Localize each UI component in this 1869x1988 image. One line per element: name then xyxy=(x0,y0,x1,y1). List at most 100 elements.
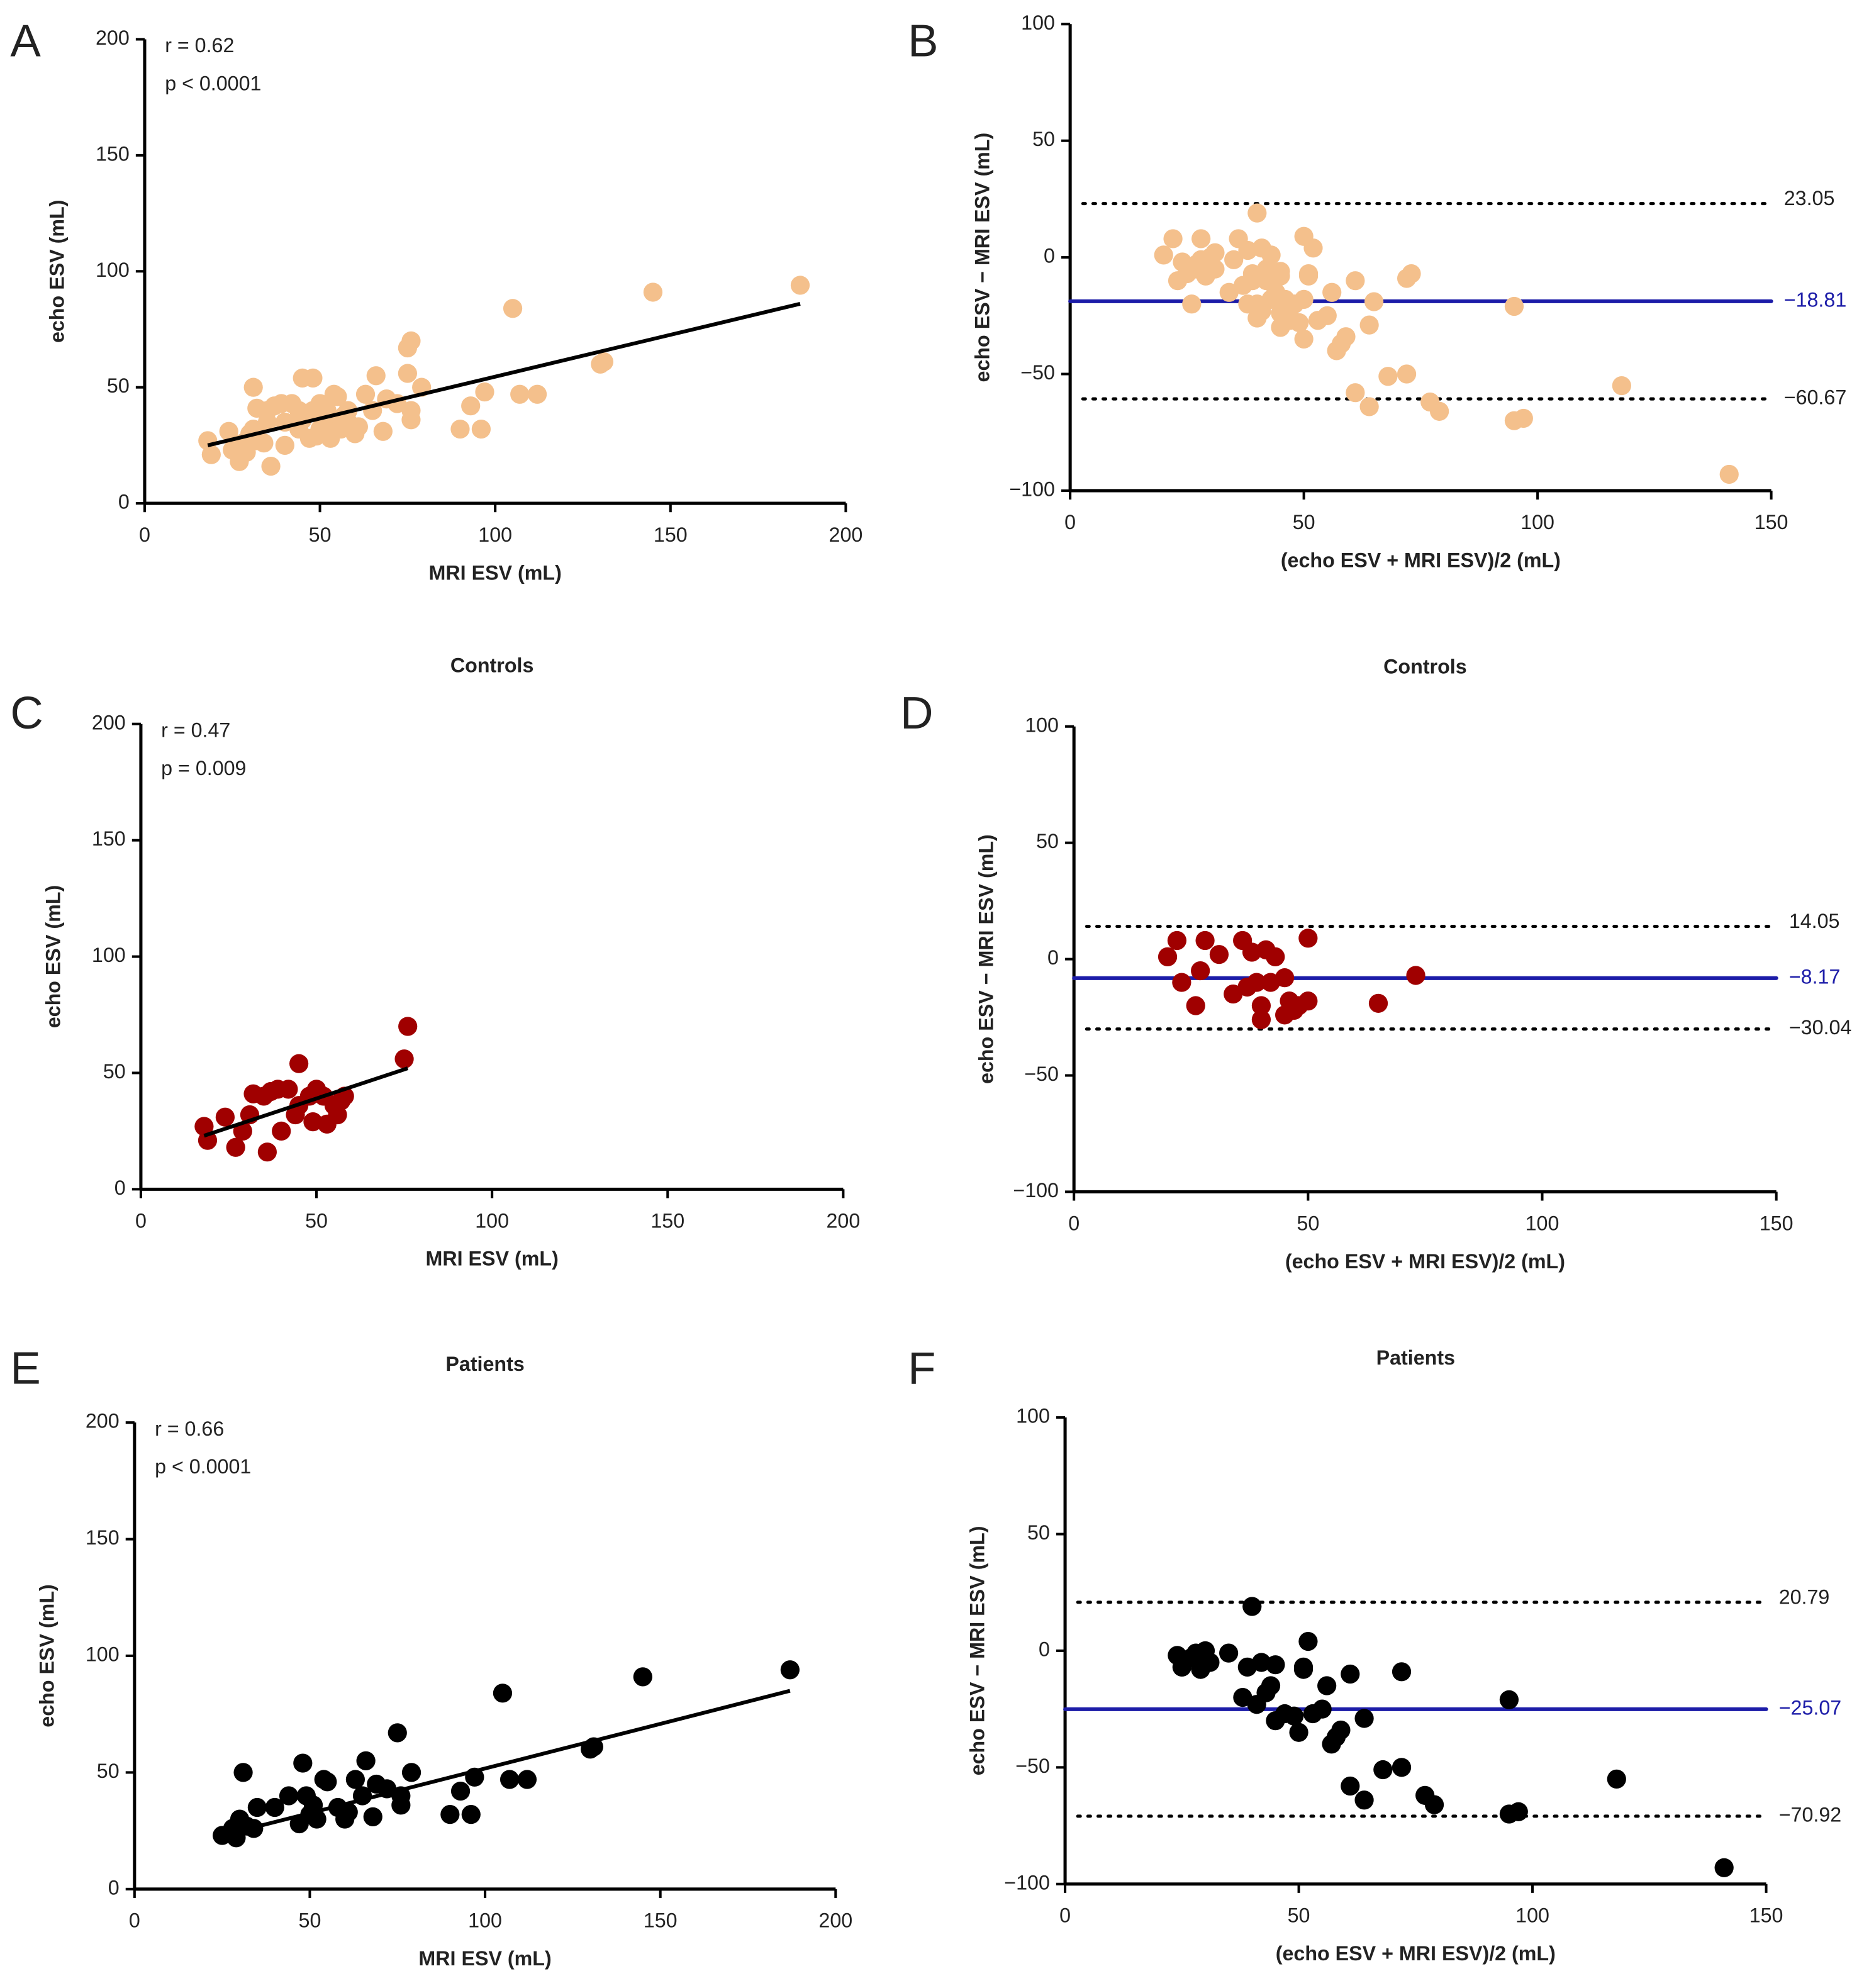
data-point xyxy=(461,396,481,416)
regression-line xyxy=(207,301,801,447)
data-point xyxy=(780,1660,800,1680)
y-axis-label: echo ESV (mL) xyxy=(35,1584,58,1727)
data-point xyxy=(1238,240,1258,260)
data-point xyxy=(440,1805,460,1824)
data-point xyxy=(1298,929,1318,948)
data-point xyxy=(1354,1709,1374,1728)
data-point xyxy=(318,1772,337,1792)
data-point xyxy=(394,1049,414,1069)
data-point xyxy=(198,1131,218,1150)
y-tick-label: 0 xyxy=(1039,1638,1050,1660)
y-tick-label: −50 xyxy=(1020,361,1055,384)
data-point xyxy=(388,1723,407,1743)
data-point xyxy=(265,1797,284,1818)
data-point xyxy=(503,299,523,318)
data-point xyxy=(461,1805,481,1824)
data-point xyxy=(398,1017,418,1036)
data-point xyxy=(1242,1597,1262,1616)
x-axis-label: MRI ESV (mL) xyxy=(418,1947,551,1970)
y-tick-label: 0 xyxy=(118,491,130,513)
x-tick-label: 0 xyxy=(1064,511,1076,533)
data-point xyxy=(1242,942,1262,962)
data-point xyxy=(366,366,386,386)
data-point xyxy=(1317,306,1337,325)
data-point xyxy=(243,377,263,397)
data-point xyxy=(1294,289,1314,309)
data-point xyxy=(1251,1010,1271,1029)
data-point xyxy=(1294,329,1314,349)
data-point xyxy=(1368,993,1388,1013)
annotation: r = 0.62 xyxy=(165,34,234,57)
data-point xyxy=(391,1795,411,1815)
data-point xyxy=(1200,1653,1220,1672)
y-axis-label: echo ESV − MRI ESV (mL) xyxy=(966,1526,989,1776)
data-point xyxy=(355,384,376,404)
data-point xyxy=(450,419,470,439)
data-point xyxy=(1191,961,1210,981)
x-tick-label: 50 xyxy=(1297,1212,1319,1234)
x-tick-label: 50 xyxy=(1288,1904,1310,1927)
data-point xyxy=(1392,1758,1412,1777)
data-point xyxy=(1303,238,1323,258)
data-point xyxy=(272,1121,291,1141)
data-point xyxy=(1252,1653,1271,1672)
y-tick-label: 0 xyxy=(1047,946,1059,969)
x-tick-label: 50 xyxy=(299,1909,321,1932)
data-point xyxy=(1346,383,1365,403)
data-point xyxy=(1158,947,1178,966)
data-point xyxy=(279,1080,298,1099)
y-tick-label: −50 xyxy=(1015,1755,1050,1777)
data-point xyxy=(1429,401,1449,421)
x-tick-label: 200 xyxy=(826,1209,860,1232)
data-point xyxy=(1219,1643,1239,1663)
data-point xyxy=(303,1112,323,1132)
x-tick-label: 100 xyxy=(1526,1212,1559,1234)
y-tick-label: 100 xyxy=(1021,11,1055,34)
data-point xyxy=(1167,930,1187,951)
data-point xyxy=(303,368,323,388)
data-point xyxy=(1359,397,1379,416)
panel-label: E xyxy=(10,1343,40,1394)
data-point xyxy=(219,422,238,441)
data-point xyxy=(499,1770,520,1789)
y-tick-label: 150 xyxy=(96,142,130,165)
y-tick-label: −50 xyxy=(1024,1063,1059,1085)
x-tick-label: 150 xyxy=(1760,1212,1794,1234)
data-point xyxy=(373,422,393,441)
data-point xyxy=(275,435,294,455)
x-tick-label: 50 xyxy=(1293,511,1315,533)
data-point xyxy=(356,1751,376,1770)
regression-line xyxy=(203,1066,409,1138)
data-point xyxy=(1224,250,1244,269)
annotation: p < 0.0001 xyxy=(155,1455,251,1478)
data-point xyxy=(279,1786,299,1806)
x-tick-label: 100 xyxy=(475,1209,509,1232)
data-point xyxy=(1341,1664,1360,1684)
y-axis-label: echo ESV (mL) xyxy=(42,885,64,1028)
y-tick-label: 150 xyxy=(86,1526,120,1549)
data-point xyxy=(1219,282,1239,302)
x-tick-label: 100 xyxy=(468,1909,502,1932)
data-point xyxy=(338,1802,358,1822)
x-tick-label: 0 xyxy=(139,523,150,546)
x-tick-label: 50 xyxy=(309,523,332,546)
y-tick-label: 50 xyxy=(107,374,130,397)
x-tick-label: 0 xyxy=(1059,1904,1071,1927)
data-point xyxy=(293,1753,313,1773)
data-point xyxy=(1251,996,1271,1015)
x-tick-label: 200 xyxy=(829,523,863,546)
y-tick-label: 0 xyxy=(1044,245,1055,267)
y-axis-label: echo ESV − MRI ESV (mL) xyxy=(975,834,998,1084)
reference-label: −60.67 xyxy=(1784,386,1847,409)
chart-title: Controls xyxy=(1383,656,1467,678)
data-point xyxy=(594,352,614,372)
chart-title: Controls xyxy=(450,654,534,677)
data-point xyxy=(201,445,221,464)
x-tick-label: 100 xyxy=(1520,511,1554,533)
data-point xyxy=(475,382,494,402)
x-tick-label: 0 xyxy=(129,1909,140,1932)
reference-label: −8.17 xyxy=(1789,965,1841,988)
data-point xyxy=(257,412,277,432)
data-point xyxy=(261,456,281,476)
data-point xyxy=(1266,1655,1285,1675)
